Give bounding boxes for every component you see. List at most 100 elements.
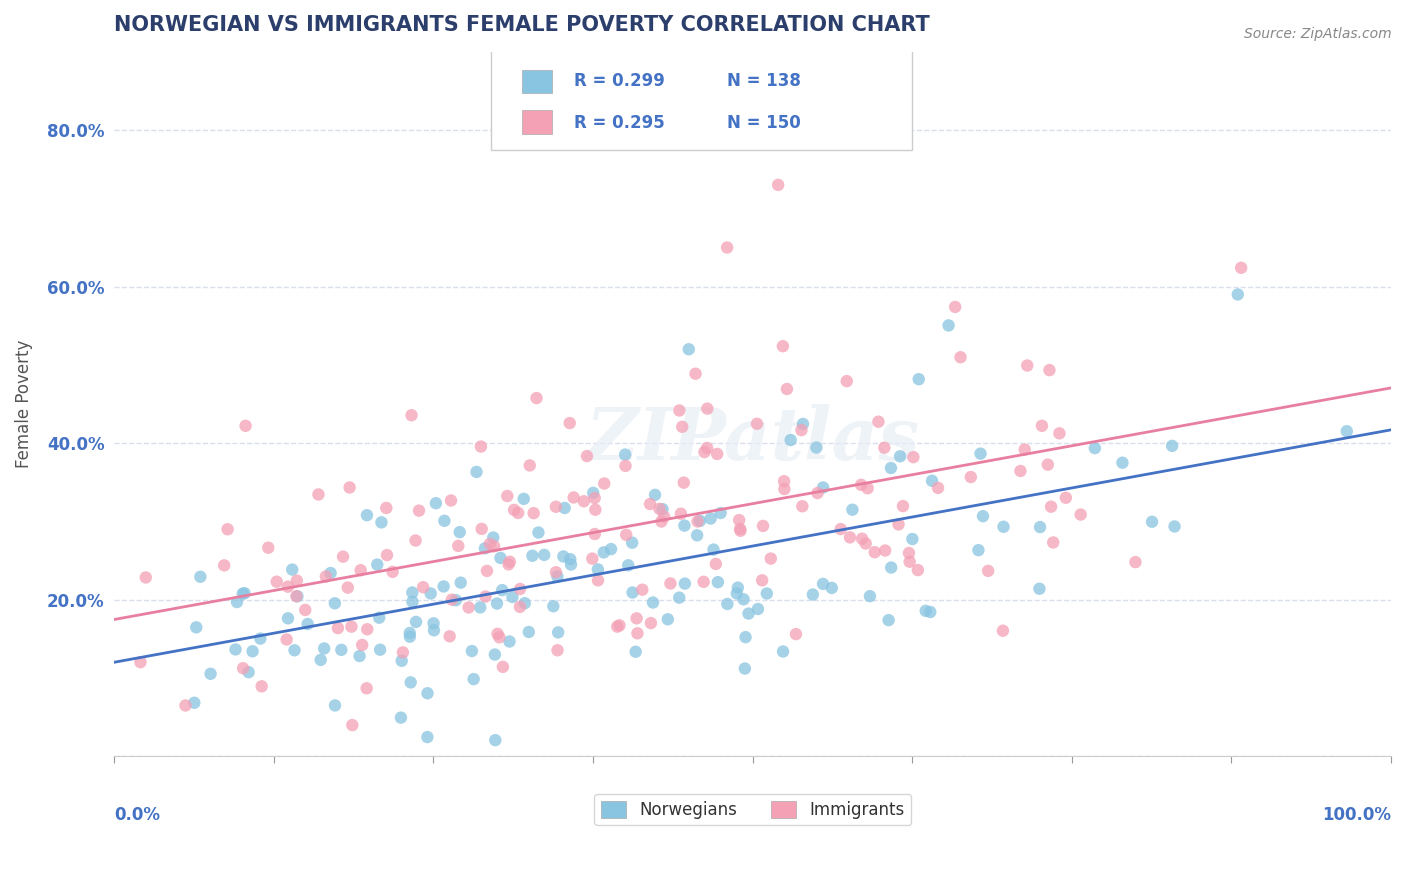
Point	[652, 509, 675, 524]
Point	[969, 447, 991, 461]
Point	[546, 569, 568, 583]
Point	[439, 629, 461, 643]
Point	[399, 630, 422, 644]
Point	[307, 487, 329, 501]
Point	[1226, 287, 1249, 301]
Point	[696, 401, 718, 416]
Point	[440, 592, 463, 607]
Point	[921, 474, 943, 488]
Point	[572, 494, 595, 508]
Point	[356, 508, 378, 523]
Point	[523, 506, 546, 520]
Point	[686, 528, 709, 542]
Point	[606, 620, 628, 634]
Point	[492, 660, 515, 674]
Point	[592, 545, 614, 559]
Point	[544, 566, 567, 580]
Point	[340, 619, 363, 633]
Point	[461, 644, 484, 658]
Point	[129, 655, 152, 669]
Point	[392, 645, 415, 659]
Point	[755, 586, 778, 600]
Point	[277, 611, 299, 625]
Point	[560, 558, 582, 572]
Point	[319, 566, 342, 580]
Point	[498, 558, 520, 572]
Point	[702, 542, 724, 557]
Point	[285, 574, 308, 588]
Point	[773, 482, 796, 496]
Point	[200, 666, 222, 681]
Point	[621, 535, 644, 549]
Point	[1017, 359, 1039, 373]
Point	[631, 582, 654, 597]
Point	[232, 661, 254, 675]
Point	[1161, 439, 1184, 453]
Point	[1084, 441, 1107, 455]
Point	[488, 630, 510, 644]
Point	[419, 586, 441, 600]
Point	[352, 638, 374, 652]
Point	[706, 447, 728, 461]
Point	[212, 558, 235, 573]
Text: R = 0.299: R = 0.299	[574, 71, 665, 89]
Point	[297, 617, 319, 632]
Point	[673, 518, 696, 533]
Point	[370, 516, 392, 530]
Point	[728, 522, 751, 536]
Point	[759, 551, 782, 566]
Point	[336, 581, 359, 595]
Point	[408, 503, 430, 517]
Point	[877, 613, 900, 627]
Point	[226, 595, 249, 609]
Point	[527, 525, 550, 540]
Text: N = 150: N = 150	[727, 114, 801, 132]
Point	[401, 595, 423, 609]
Point	[849, 478, 872, 492]
Point	[323, 596, 346, 610]
Text: Source: ZipAtlas.com: Source: ZipAtlas.com	[1244, 27, 1392, 41]
Point	[224, 642, 246, 657]
Point	[416, 730, 439, 744]
Point	[734, 630, 756, 644]
Point	[839, 530, 862, 544]
Point	[519, 458, 541, 473]
Point	[897, 546, 920, 560]
Text: ZIPatlas: ZIPatlas	[585, 404, 920, 475]
Point	[242, 644, 264, 658]
Point	[859, 589, 882, 603]
Point	[294, 603, 316, 617]
Point	[733, 592, 755, 607]
Point	[349, 648, 371, 663]
Point	[644, 488, 666, 502]
Point	[638, 497, 661, 511]
Point	[728, 513, 751, 527]
Point	[174, 698, 197, 713]
Point	[350, 563, 373, 577]
Point	[790, 423, 813, 437]
Point	[513, 491, 536, 506]
Point	[640, 616, 662, 631]
Point	[314, 641, 336, 656]
Point	[399, 675, 422, 690]
Point	[498, 634, 520, 648]
Point	[281, 563, 304, 577]
Point	[650, 515, 672, 529]
Point	[641, 595, 664, 609]
Point	[330, 643, 353, 657]
Point	[375, 500, 398, 515]
Point	[949, 350, 972, 364]
Point	[517, 624, 540, 639]
Point	[914, 604, 936, 618]
Text: NORWEGIAN VS IMMIGRANTS FEMALE POVERTY CORRELATION CHART: NORWEGIAN VS IMMIGRANTS FEMALE POVERTY C…	[114, 15, 929, 35]
Point	[776, 382, 799, 396]
Point	[1125, 555, 1147, 569]
Point	[730, 524, 752, 538]
Point	[283, 643, 305, 657]
Point	[496, 489, 519, 503]
Point	[412, 580, 434, 594]
Point	[233, 586, 256, 600]
Point	[366, 558, 388, 572]
Point	[991, 624, 1014, 638]
Point	[232, 587, 254, 601]
